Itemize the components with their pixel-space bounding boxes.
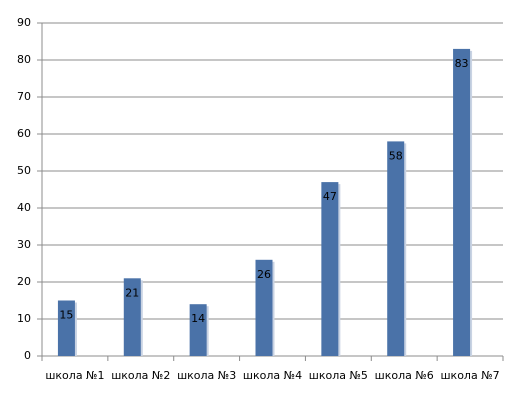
x-tick-label: школа №2 [111, 369, 170, 382]
y-tick-label: 70 [17, 90, 31, 103]
y-tick-label: 20 [17, 275, 31, 288]
x-tick-label: школа №4 [243, 369, 302, 382]
value-label: 58 [389, 149, 403, 162]
y-tick-label: 0 [24, 349, 31, 362]
bar [189, 304, 207, 356]
y-tick-label: 60 [17, 127, 31, 140]
y-tick-label: 10 [17, 312, 31, 325]
x-tick-label: школа №3 [177, 369, 236, 382]
bar [255, 259, 273, 356]
value-label: 21 [125, 286, 139, 299]
y-tick-label: 80 [17, 53, 31, 66]
y-tick-label: 40 [17, 201, 31, 214]
bar [387, 141, 405, 356]
bar [321, 182, 339, 356]
x-tick-label: школа №1 [45, 369, 104, 382]
x-tick-label: школа №5 [309, 369, 368, 382]
value-label: 47 [323, 190, 337, 203]
value-label: 14 [191, 312, 205, 325]
bar [57, 300, 75, 356]
value-label: 15 [59, 309, 73, 322]
x-tick-label: школа №7 [440, 369, 499, 382]
y-tick-label: 50 [17, 164, 31, 177]
y-tick-label: 30 [17, 238, 31, 251]
bar [123, 278, 141, 356]
y-tick-label: 90 [17, 16, 31, 29]
bar [453, 48, 471, 357]
value-label: 26 [257, 268, 271, 281]
value-label: 83 [455, 57, 469, 70]
x-tick-label: школа №6 [375, 369, 434, 382]
